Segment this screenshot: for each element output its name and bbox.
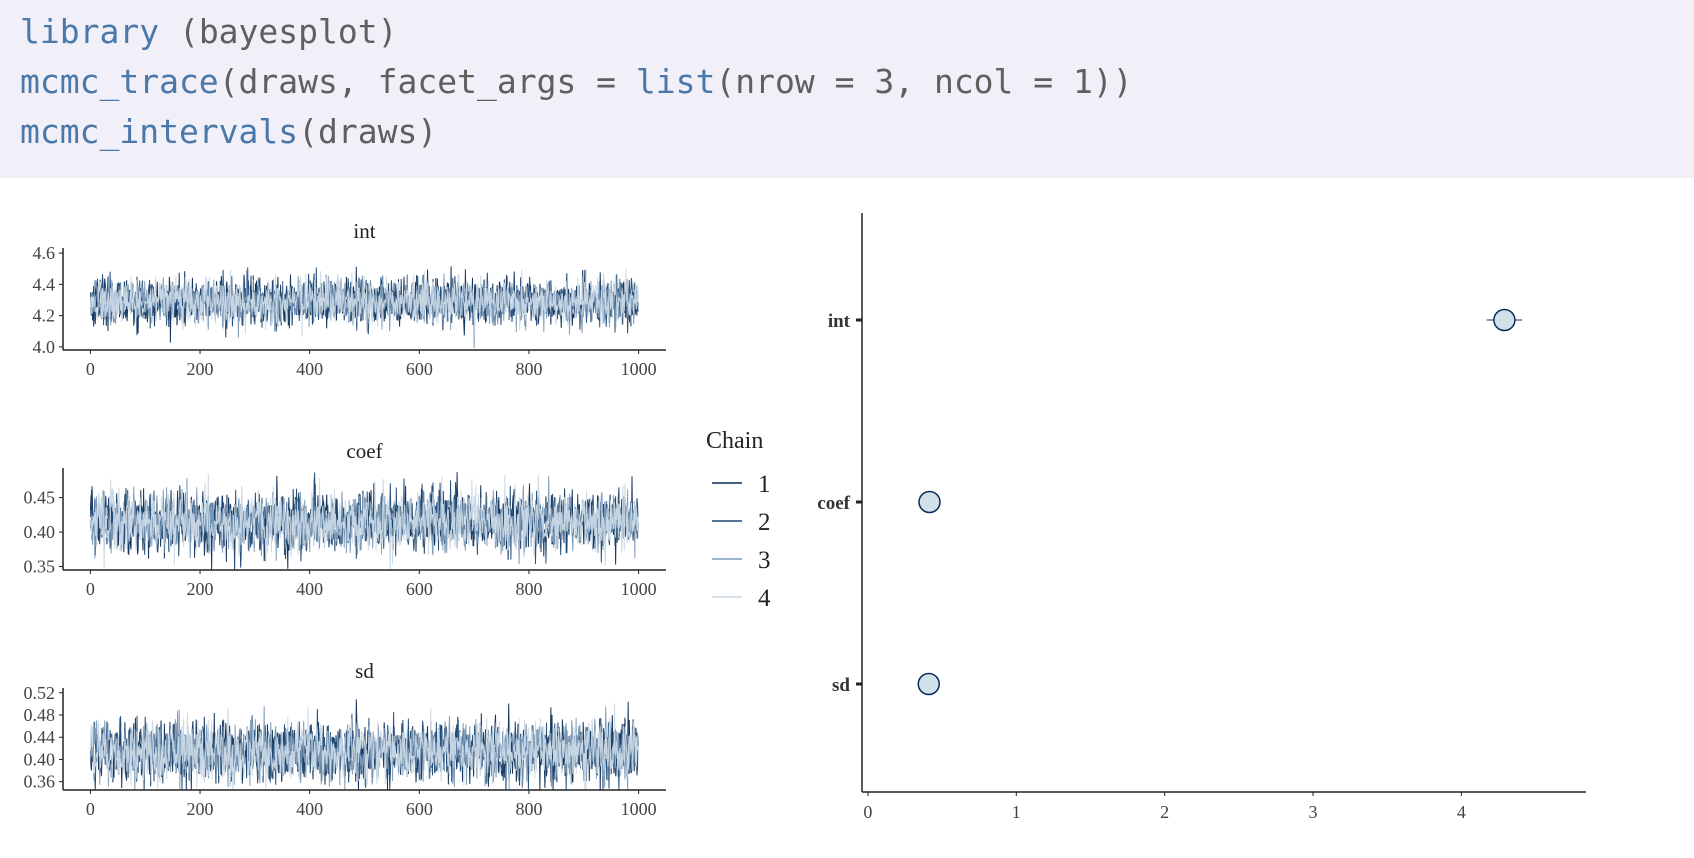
code-args: (nrow = 3, ncol = 1)): [715, 62, 1133, 101]
median-point-int: [1493, 308, 1516, 332]
x-tick-label: 800: [515, 359, 542, 379]
x-tick-label: 400: [296, 359, 323, 379]
y-tick-label: int: [828, 311, 851, 332]
legend-label: 4: [758, 585, 771, 612]
y-tick-label: 0.44: [24, 727, 56, 747]
trace-panel-sd: sd 0.36 0.400.440.480.52 0 200 400 600 800 1000: [24, 659, 666, 819]
x-tick-label: 400: [296, 799, 323, 819]
code-args: (draws): [298, 112, 438, 151]
trace-panel-coef: coef 0.35 0.40 0.45 0 200 400 600 800 1000: [24, 439, 666, 599]
median-point-coef: [918, 490, 941, 514]
code-line-3: mcmc_intervals(draws): [20, 112, 437, 151]
code-line-2: mcmc_trace(draws, facet_args = list(nrow…: [20, 62, 1133, 101]
facet-title: sd: [355, 659, 374, 683]
x-tick-label: 2: [1160, 802, 1169, 822]
facet-title: coef: [346, 439, 382, 463]
y-tick-label: 4.0: [33, 337, 56, 357]
x-tick-label: 200: [187, 579, 214, 599]
facet-title: int: [353, 219, 375, 243]
x-tick-label: 600: [406, 579, 433, 599]
code-line-1: library (bayesplot): [20, 12, 398, 51]
x-tick-label: 600: [406, 799, 433, 819]
y-tick-label: 0.35: [24, 557, 56, 577]
x-tick-label: 0: [86, 579, 95, 599]
y-tick-label: 0.40: [24, 522, 56, 542]
code-args: (bayesplot): [159, 12, 398, 51]
trace-line-chain-4: [89, 703, 639, 791]
x-tick-label: 3: [1309, 802, 1318, 822]
y-tick-label: sd: [832, 675, 850, 696]
legend-label: 2: [758, 509, 771, 536]
y-tick-label: 4.6: [33, 243, 56, 263]
trace-line-chain-3: [89, 475, 639, 565]
y-tick-label: 0.40: [24, 749, 56, 769]
chain-legend: Chain 1 2 3 4: [706, 428, 771, 612]
x-tick-label: 1000: [621, 359, 657, 379]
code-block: library (bayesplot) mcmc_trace(draws, fa…: [0, 0, 1694, 178]
trace-panel-int: int 4.0 4.2 4.4 4.6 0 200 400 600 800 1000: [33, 219, 666, 379]
code-args: (draws, facet_args =: [218, 62, 636, 101]
x-tick-label: 800: [515, 799, 542, 819]
legend-label: 1: [758, 471, 771, 498]
code-function: mcmc_intervals: [20, 112, 299, 151]
x-tick-label: 4: [1457, 802, 1466, 822]
y-tick-label: 4.2: [33, 306, 56, 326]
x-tick-label: 0: [86, 799, 95, 819]
x-tick-label: 800: [515, 579, 542, 599]
x-tick-label: 0: [86, 359, 95, 379]
x-tick-label: 0: [863, 802, 872, 822]
code-function: mcmc_trace: [20, 62, 219, 101]
legend-label: 3: [758, 547, 771, 574]
x-tick-label: 1000: [621, 579, 657, 599]
y-tick-label: 0.48: [24, 705, 56, 725]
x-tick-label: 1000: [621, 799, 657, 819]
trace-line-chain-4: [89, 268, 639, 337]
x-tick-label: 200: [187, 799, 214, 819]
y-tick-label: 0.45: [24, 488, 56, 508]
x-tick-label: 200: [187, 359, 214, 379]
intervals-panel: 0 1 2 3 4 int coef sd: [817, 213, 1586, 822]
y-tick-label: coef: [817, 493, 850, 514]
code-function: list: [635, 62, 716, 101]
y-tick-label: 0.36: [24, 772, 56, 792]
code-function: library: [20, 12, 160, 51]
x-tick-label: 1: [1012, 802, 1021, 822]
median-point-sd: [917, 672, 941, 696]
y-tick-label: 0.52: [24, 683, 56, 703]
legend-title: Chain: [706, 428, 763, 454]
trace-line-chain-4: [89, 473, 639, 571]
x-tick-label: 600: [406, 359, 433, 379]
x-tick-label: 400: [296, 579, 323, 599]
y-tick-label: 4.4: [33, 274, 56, 294]
